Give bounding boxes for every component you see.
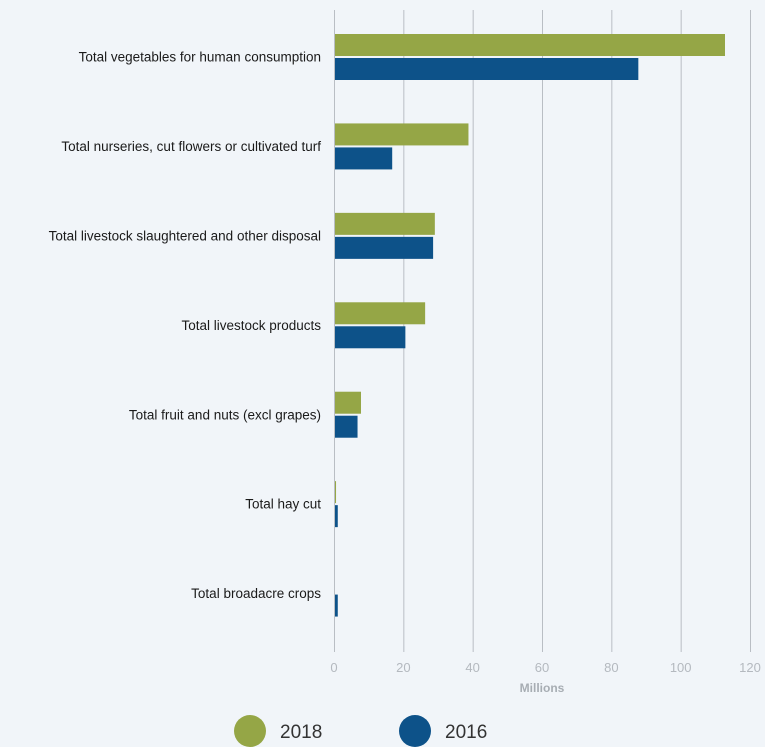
bar-2018-0 — [335, 34, 725, 56]
legend: 2018 2016 — [234, 715, 487, 747]
bar-2018-3 — [335, 302, 426, 325]
bar-2018-5 — [335, 481, 337, 504]
category-label: Total fruit and nuts (excl grapes) — [129, 407, 321, 422]
bar-2016-6 — [335, 594, 338, 617]
x-tick-label: 100 — [670, 660, 692, 675]
x-tick-label: 40 — [465, 660, 479, 675]
x-tick-label: 60 — [535, 660, 549, 675]
category-label: Total vegetables for human consumption — [79, 50, 321, 65]
legend-marker-2018 — [234, 715, 266, 747]
bar-2018-2 — [335, 212, 435, 235]
legend-label-2018: 2018 — [280, 722, 322, 743]
bar-2016-5 — [335, 505, 338, 528]
bar-2016-1 — [335, 147, 393, 170]
legend-marker-2016 — [399, 715, 431, 747]
x-tick-label: 120 — [739, 660, 761, 675]
bar-2016-3 — [335, 326, 406, 349]
legend-label-2016: 2016 — [445, 722, 487, 743]
bar-2016-2 — [335, 236, 434, 259]
x-tick-label: 0 — [330, 660, 337, 675]
bar-2016-4 — [335, 415, 358, 438]
x-tick-labels: 0 20 40 60 80 100 120 — [330, 660, 760, 675]
gridlines — [334, 10, 751, 652]
category-labels: Total vegetables for human consumption To… — [49, 50, 322, 602]
category-label: Total livestock slaughtered and other di… — [49, 228, 321, 243]
category-label: Total hay cut — [245, 497, 321, 512]
category-label: Total livestock products — [181, 318, 321, 333]
bars — [335, 34, 725, 617]
x-axis-title: Millions — [520, 681, 565, 695]
x-tick-label: 20 — [396, 660, 410, 675]
x-tick-label: 80 — [604, 660, 618, 675]
bar-2018-4 — [335, 391, 361, 414]
bar-2018-1 — [335, 123, 469, 146]
bar-2016-0 — [335, 58, 639, 80]
category-label: Total broadacre crops — [191, 586, 321, 601]
category-label: Total nurseries, cut flowers or cultivat… — [61, 139, 321, 154]
